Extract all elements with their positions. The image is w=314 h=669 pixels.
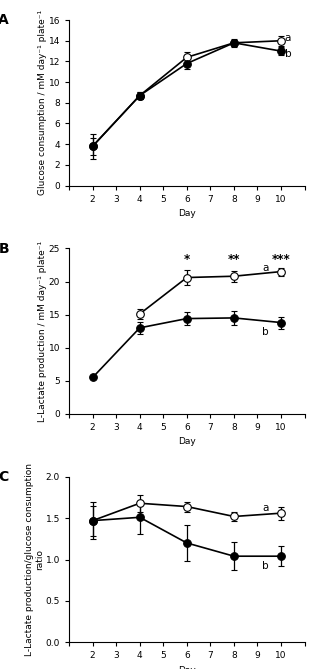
Text: b: b [262,328,269,337]
X-axis label: Day: Day [178,666,196,669]
Text: a: a [284,33,291,43]
Text: b: b [262,561,269,571]
Text: *: * [184,254,190,266]
Text: C: C [0,470,9,484]
Text: **: ** [228,254,240,266]
Text: b: b [284,50,291,59]
Text: a: a [262,503,268,513]
X-axis label: Day: Day [178,209,196,218]
Text: B: B [0,242,9,256]
Text: ***: *** [272,254,290,266]
Y-axis label: L-Lactate production/glucose consumption
ratio: L-Lactate production/glucose consumption… [25,463,44,656]
Y-axis label: L-Lactate production / mM day⁻¹ plate⁻¹: L-Lactate production / mM day⁻¹ plate⁻¹ [38,241,47,421]
Y-axis label: Glucose consumption / mM day⁻¹ plate⁻¹: Glucose consumption / mM day⁻¹ plate⁻¹ [38,10,47,195]
Text: A: A [0,13,9,27]
Text: a: a [262,264,268,273]
X-axis label: Day: Day [178,438,196,446]
